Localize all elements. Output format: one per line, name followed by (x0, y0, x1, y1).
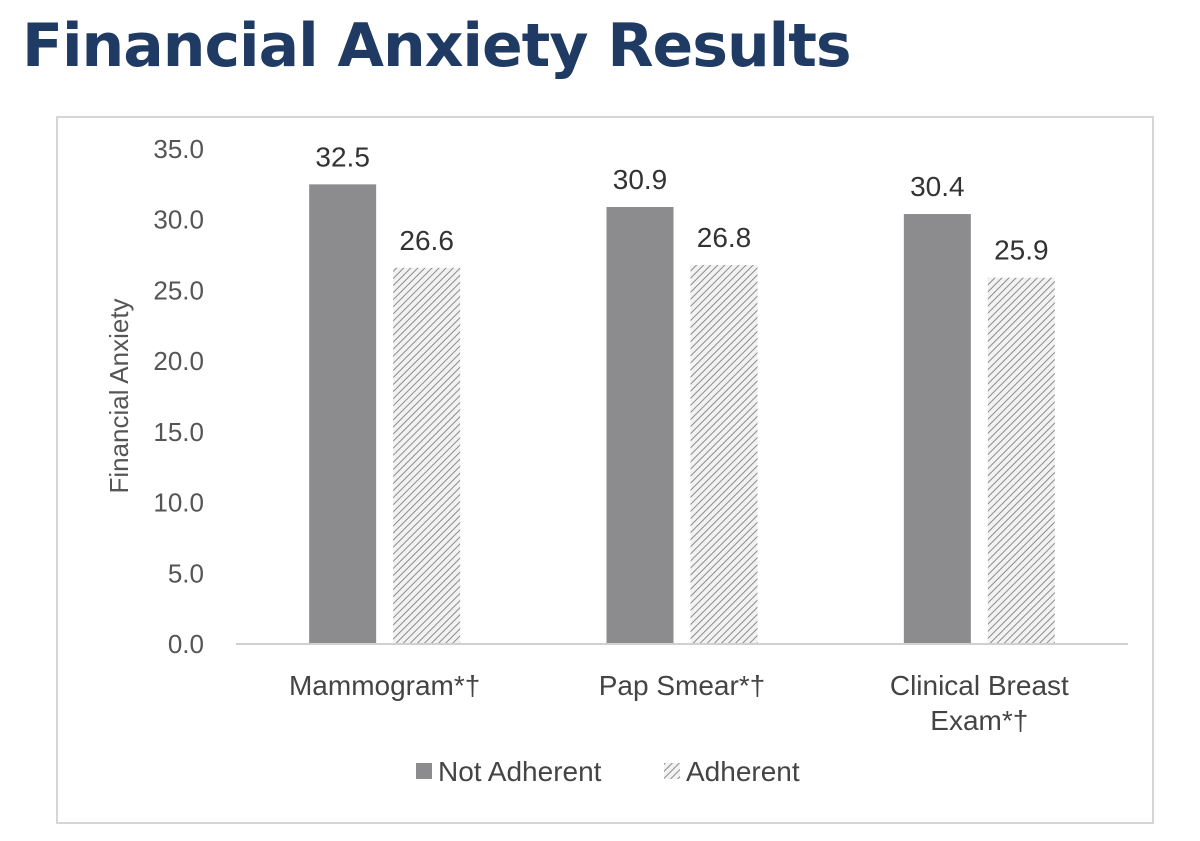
bars (309, 184, 1055, 645)
bar-not-adherent (309, 184, 377, 644)
legend-swatch-adherent (664, 763, 680, 779)
legend: Not Adherent Adherent (416, 756, 800, 787)
data-labels: 32.5 26.6 30.9 26.8 30.4 25.9 (315, 141, 1048, 265)
y-tick-label: 15.0 (153, 417, 204, 447)
bar-adherent (690, 264, 758, 644)
bar-not-adherent (903, 214, 971, 645)
legend-swatch-not-adherent (416, 763, 432, 779)
category-label: Pap Smear*† (599, 670, 766, 701)
slide-title: Financial Anxiety Results (22, 11, 852, 81)
y-tick-label: 25.0 (153, 275, 204, 305)
legend-label: Adherent (686, 756, 800, 787)
chart-frame: 0.0 5.0 10.0 15.0 20.0 25.0 30.0 35.0 32.5 26.6 3… (56, 116, 1154, 824)
y-tick-label: 5.0 (168, 558, 204, 588)
y-tick-label: 30.0 (153, 205, 204, 235)
data-label: 25.9 (994, 235, 1048, 266)
y-tick-label: 10.0 (153, 488, 204, 518)
bar-chart: 0.05.010.015.020.025.030.035.0 32.526.63… (104, 134, 1128, 787)
bar-not-adherent (606, 206, 674, 644)
data-label: 26.8 (697, 222, 752, 253)
y-axis-ticks: 0.0 5.0 10.0 15.0 20.0 25.0 30.0 35.0 (153, 134, 204, 659)
y-tick-label: 20.0 (153, 346, 204, 376)
y-tick-label: 35.0 (153, 134, 204, 164)
category-label: Clinical Breast (890, 670, 1069, 701)
bar-adherent (987, 277, 1055, 644)
category-label: Exam*† (930, 705, 1028, 736)
category-labels: Mammogram*† Pap Smear*† Clinical Breast Exa… (289, 670, 1069, 736)
y-tick-label: 0.0 (168, 629, 204, 659)
bar-adherent (393, 267, 461, 644)
y-axis-title: Financial Anxiety (104, 298, 134, 493)
data-label: 32.5 (315, 141, 370, 172)
data-label: 26.6 (399, 225, 454, 256)
category-label: Mammogram*† (289, 670, 480, 701)
legend-label: Not Adherent (438, 756, 602, 787)
data-label: 30.4 (910, 171, 965, 202)
data-label: 30.9 (613, 164, 668, 195)
